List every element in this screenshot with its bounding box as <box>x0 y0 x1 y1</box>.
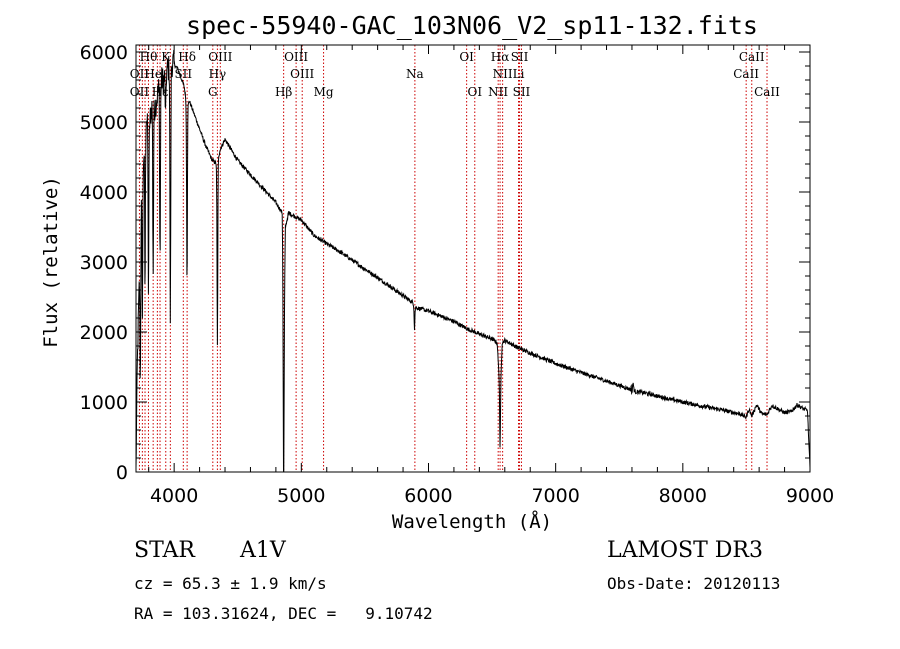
line-marker-label: Hθ <box>140 50 158 64</box>
line-marker-label: OII <box>130 67 150 81</box>
line-marker-label: Mg <box>314 85 334 99</box>
line-marker-label: He <box>144 67 162 81</box>
line-marker-label: K <box>161 50 171 64</box>
x-tick-label: 7000 <box>531 485 579 507</box>
line-marker-label: Hβ <box>275 85 292 99</box>
line-marker-label: CaII <box>754 85 780 99</box>
y-tick-label: 6000 <box>80 42 128 64</box>
spectrum-line <box>135 49 811 473</box>
y-tick-label: 5000 <box>80 112 128 134</box>
line-marker-label: SII <box>174 67 192 81</box>
y-tick-label: 0 <box>116 462 128 484</box>
line-marker-label: Hδ <box>178 50 196 64</box>
line-marker-label: Hγ <box>209 67 227 81</box>
line-marker-label: OII <box>130 85 150 99</box>
x-axis-label: Wavelength (Å) <box>392 510 552 533</box>
line-marker-label: NII <box>493 67 513 81</box>
line-marker-label: OI <box>467 85 482 99</box>
line-marker-label: CaII <box>739 50 765 64</box>
line-marker-label: SII <box>511 50 529 64</box>
line-marker-label: CaII <box>733 67 759 81</box>
line-marker-label: OIII <box>290 67 314 81</box>
observation-date: Obs-Date: 20120113 <box>607 574 781 593</box>
plot-frame <box>135 44 811 473</box>
line-marker-label: OIII <box>284 50 308 64</box>
x-tick-label: 6000 <box>404 485 452 507</box>
line-marker-label: Li <box>513 67 525 81</box>
line-marker-label: OI <box>459 50 474 64</box>
chart-title: spec-55940-GAC_103N06_V2_sp11-132.fits <box>186 11 758 40</box>
x-tick-label: 5000 <box>277 485 325 507</box>
line-marker-label: SII <box>513 85 531 99</box>
redshift-cz: cz = 65.3 ± 1.9 km/s <box>134 574 327 593</box>
object-subclass: A1V <box>240 538 286 563</box>
y-axis-label: Flux (relative) <box>40 176 62 348</box>
y-tick-label: 2000 <box>80 322 128 344</box>
y-tick-label: 3000 <box>80 252 128 274</box>
line-marker-label: NII <box>488 85 508 99</box>
line-marker-label: G <box>208 85 218 99</box>
survey-name: LAMOST DR3 <box>607 538 763 563</box>
y-tick-label: 1000 <box>80 392 128 414</box>
object-class: STAR <box>134 538 195 563</box>
y-tick-label: 4000 <box>80 182 128 204</box>
line-marker-label: Hε <box>152 85 169 99</box>
x-axis-ticks: 4000 5000 6000 7000 8000 9000 <box>148 45 834 507</box>
x-tick-label: 8000 <box>659 485 707 507</box>
line-markers <box>138 45 768 472</box>
x-tick-label: 4000 <box>150 485 198 507</box>
line-marker-label: Na <box>406 67 424 81</box>
coordinates: RA = 103.31624, DEC = 9.10742 <box>134 604 433 623</box>
line-marker-label: Hα <box>491 50 510 64</box>
y-axis-ticks: 0 1000 2000 3000 4000 5000 6000 <box>80 42 810 484</box>
line-marker-label: OIII <box>208 50 232 64</box>
x-tick-label: 9000 <box>786 485 834 507</box>
